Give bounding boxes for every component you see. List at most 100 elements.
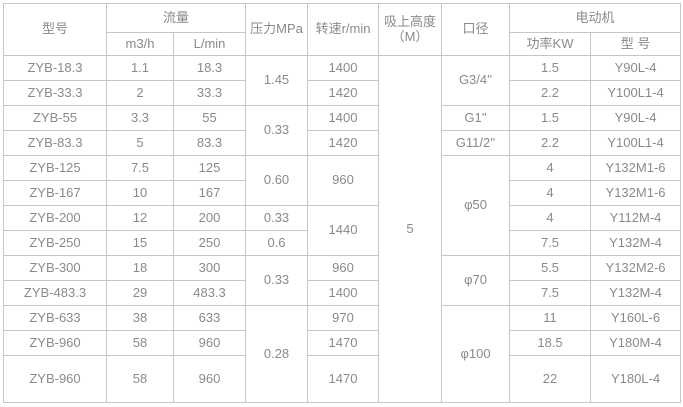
cell-speed: 1400 xyxy=(307,105,380,131)
header-model: 型号 xyxy=(3,3,107,56)
table-row: ZYB-33.3 2 33.3 1420 2.2 Y100L1-4 xyxy=(3,80,682,106)
header-pressure: 压力MPa xyxy=(245,3,309,56)
cell-model: ZYB-300 xyxy=(3,255,107,281)
cell-flow-m3h: 58 xyxy=(106,355,174,403)
cell-motor-model: Y180M-4 xyxy=(590,330,682,356)
cell-flow-lmin: 83.3 xyxy=(172,130,247,156)
cell-caliber: φ100 xyxy=(441,305,511,403)
cell-motor-power: 4 xyxy=(509,205,592,231)
cell-caliber: G3/4'' xyxy=(441,55,511,106)
pump-spec-table: 型号 流量 压力MPa 转速r/min 吸上高度 （M） 口径 电动机 m3/h… xyxy=(3,3,682,403)
cell-speed: 1470 xyxy=(307,355,380,403)
table-row: ZYB-300 18 300 0.33 960 φ70 5.5 Y132M2-6 xyxy=(3,255,682,306)
cell-motor-model: Y180L-4 xyxy=(590,355,682,403)
cell-motor-model: Y100L1-4 xyxy=(590,130,682,156)
cell-pressure: 1.45 xyxy=(245,55,309,106)
cell-model: ZYB-633 xyxy=(3,305,107,331)
header-motor-power: 功率KW xyxy=(509,32,592,56)
cell-motor-power: 11 xyxy=(509,305,592,331)
cell-caliber: G11/2'' xyxy=(441,130,511,156)
cell-motor-model: Y132M-4 xyxy=(590,280,682,306)
cell-flow-m3h: 58 xyxy=(106,330,174,356)
cell-pressure: 0.33 xyxy=(245,205,309,231)
header-flow: 流量 xyxy=(105,3,247,33)
table-row: ZYB-83.3 5 83.3 1420 G11/2'' 2.2 Y100L1-… xyxy=(3,130,682,156)
table-row: ZYB-960 58 960 1470 22 Y180L-4 xyxy=(3,355,682,403)
cell-motor-model: Y160L-6 xyxy=(590,305,682,331)
cell-suction-height: 5 xyxy=(378,55,443,403)
cell-motor-power: 4 xyxy=(509,180,592,206)
header-row-2: m3/h L/min 功率KW 型 号 xyxy=(4,32,682,56)
table-row: ZYB-167 10 167 4 Y132M1-6 xyxy=(3,180,682,206)
cell-motor-power: 1.5 xyxy=(509,55,592,81)
cell-motor-model: Y90L-4 xyxy=(590,55,682,81)
table-row: ZYB-125 7.5 125 0.60 960 φ50 4 Y132M1-6 xyxy=(3,155,682,256)
cell-speed: 1440 xyxy=(307,205,380,256)
table-row: ZYB-633 38 633 0.28 970 φ100 11 Y160L-6 xyxy=(3,305,682,403)
cell-speed: 1400 xyxy=(307,280,380,306)
cell-model: ZYB-55 xyxy=(3,105,107,131)
cell-flow-m3h: 1.1 xyxy=(106,55,174,81)
cell-flow-m3h: 29 xyxy=(106,280,174,306)
header-caliber: 口径 xyxy=(441,3,511,56)
cell-motor-power: 18.5 xyxy=(509,330,592,356)
cell-flow-lmin: 125 xyxy=(172,155,247,181)
table-row: ZYB-18.3 1.1 18.3 1.45 1400 5 G3/4'' 1.5… xyxy=(3,55,682,403)
table-row: ZYB-200 12 200 0.33 1440 4 Y112M-4 xyxy=(3,205,682,256)
cell-motor-power: 4 xyxy=(509,155,592,181)
cell-model: ZYB-125 xyxy=(3,155,107,181)
header-suction-line2: （M） xyxy=(391,28,429,44)
cell-caliber: φ70 xyxy=(441,255,511,306)
cell-flow-m3h: 2 xyxy=(106,80,174,106)
cell-motor-model: Y100L1-4 xyxy=(590,80,682,106)
cell-flow-lmin: 250 xyxy=(172,230,247,256)
header-flow-lmin: L/min xyxy=(172,32,247,56)
cell-flow-lmin: 33.3 xyxy=(172,80,247,106)
table-row: ZYB-483.3 29 483.3 1400 7.5 Y132M-4 xyxy=(3,280,682,306)
cell-speed: 1470 xyxy=(307,330,380,356)
cell-flow-lmin: 167 xyxy=(172,180,247,206)
cell-flow-m3h: 5 xyxy=(106,130,174,156)
header-motor: 电动机 xyxy=(509,3,682,33)
cell-speed: 1400 xyxy=(307,55,380,81)
cell-motor-model: Y132M2-6 xyxy=(590,255,682,281)
header-row-1: 型号 流量 压力MPa 转速r/min 吸上高度 （M） 口径 电动机 xyxy=(3,3,682,56)
cell-flow-m3h: 7.5 xyxy=(106,155,174,181)
cell-motor-power: 7.5 xyxy=(509,230,592,256)
cell-flow-lmin: 633 xyxy=(172,305,247,331)
cell-model: ZYB-250 xyxy=(3,230,107,256)
cell-motor-model: Y90L-4 xyxy=(590,105,682,131)
cell-motor-power: 22 xyxy=(509,355,592,403)
cell-pressure: 0.33 xyxy=(245,105,309,156)
cell-speed: 960 xyxy=(307,155,380,206)
cell-pressure: 0.28 xyxy=(245,305,309,403)
cell-motor-model: Y132M-4 xyxy=(590,230,682,256)
cell-speed: 970 xyxy=(307,305,380,331)
cell-flow-lmin: 960 xyxy=(172,355,247,403)
cell-motor-power: 7.5 xyxy=(509,280,592,306)
cell-model: ZYB-33.3 xyxy=(3,80,107,106)
cell-flow-lmin: 960 xyxy=(172,330,247,356)
cell-flow-lmin: 483.3 xyxy=(172,280,247,306)
cell-model: ZYB-200 xyxy=(3,205,107,231)
cell-speed: 1420 xyxy=(307,80,380,106)
cell-flow-m3h: 18 xyxy=(106,255,174,281)
cell-flow-m3h: 12 xyxy=(106,205,174,231)
cell-model: ZYB-18.3 xyxy=(3,55,107,81)
cell-flow-m3h: 38 xyxy=(106,305,174,331)
cell-pressure: 0.60 xyxy=(245,155,309,206)
cell-motor-model: Y132M1-6 xyxy=(590,180,682,206)
cell-pressure: 0.33 xyxy=(245,255,309,306)
cell-flow-m3h: 3.3 xyxy=(106,105,174,131)
cell-model: ZYB-483.3 xyxy=(3,280,107,306)
cell-model: ZYB-960 xyxy=(3,355,107,403)
cell-motor-power: 1.5 xyxy=(509,105,592,131)
cell-flow-lmin: 200 xyxy=(172,205,247,231)
cell-flow-lmin: 18.3 xyxy=(172,55,247,81)
cell-motor-power: 2.2 xyxy=(509,80,592,106)
header-flow-m3h: m3/h xyxy=(106,32,174,56)
cell-caliber: φ50 xyxy=(441,155,511,256)
cell-motor-model: Y132M1-6 xyxy=(590,155,682,181)
cell-model: ZYB-960 xyxy=(3,330,107,356)
header-suction-height: 吸上高度 （M） xyxy=(378,3,443,56)
